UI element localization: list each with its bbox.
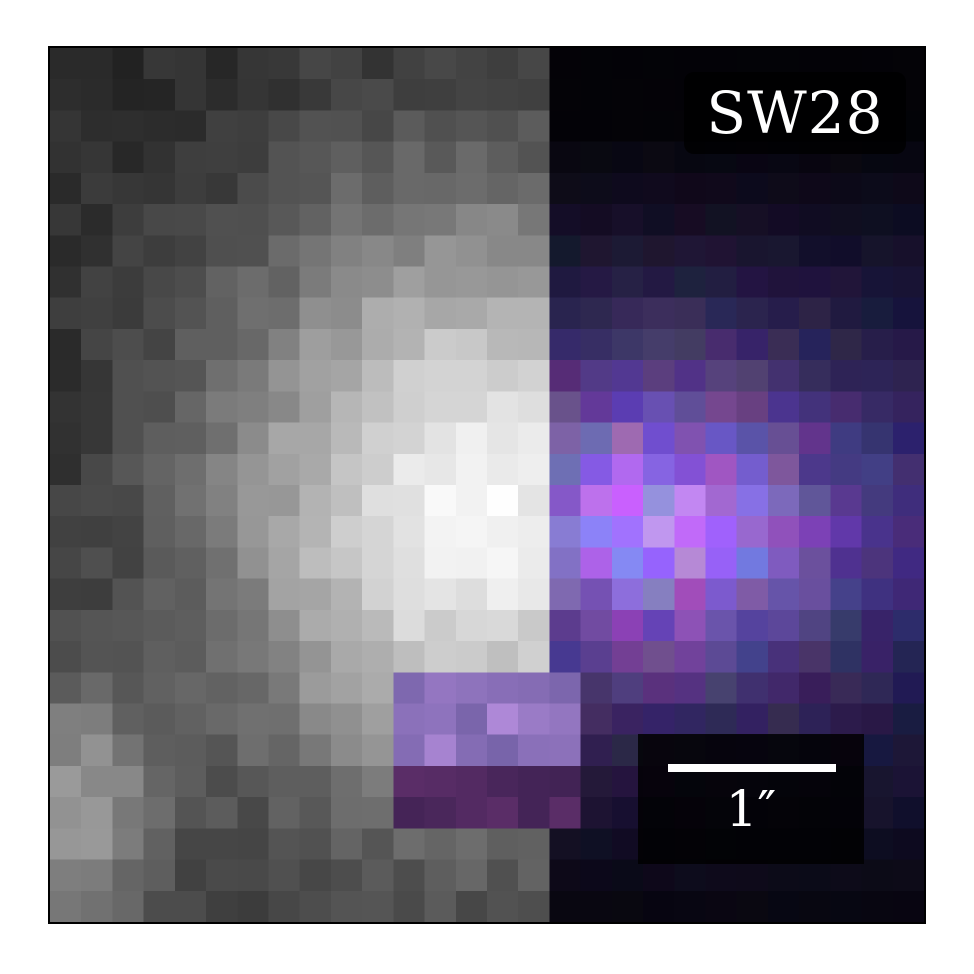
object-label: SW28	[706, 79, 884, 147]
scalebar-label: 1″	[725, 780, 777, 838]
scalebar-line	[668, 764, 836, 772]
object-label-box: SW28	[684, 72, 906, 154]
scalebar: 1″	[638, 734, 864, 864]
image-frame: SW28 1″	[48, 46, 926, 924]
